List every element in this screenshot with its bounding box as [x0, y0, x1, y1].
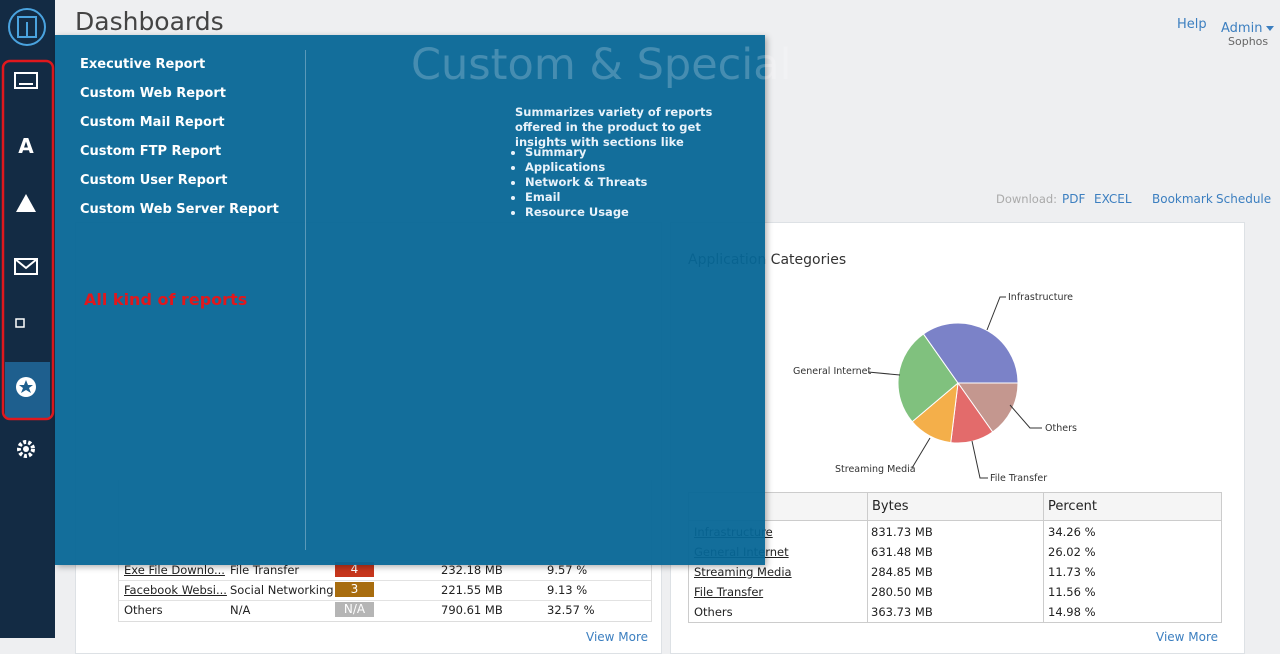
schedule-link[interactable]: Schedule [1216, 192, 1272, 206]
menu-heading: Custom & Special [411, 40, 792, 90]
sidebar: A [0, 0, 55, 638]
caret [1266, 26, 1275, 31]
table-cell: Social Networking [230, 583, 334, 597]
table-cell: 9.13 % [547, 583, 588, 597]
app-name: Others [124, 603, 163, 617]
severity-badge: 3 [335, 582, 374, 597]
user-menu[interactable]: Admin [1221, 17, 1275, 36]
pie-label: Streaming Media [835, 464, 916, 475]
severity-badge: 4 [335, 562, 374, 577]
download-label: Download: [996, 192, 1058, 206]
menu-item[interactable]: Custom Web Server Report [80, 202, 279, 217]
header-row [689, 493, 1221, 521]
table-cell: 11.56 % [1048, 585, 1096, 599]
category-name[interactable]: Streaming Media [694, 565, 792, 579]
bullet: Applications [525, 160, 647, 174]
menu-item[interactable]: Custom FTP Report [80, 144, 222, 159]
bullet-list: SummaryApplicationsNetwork & ThreatsEmai… [505, 145, 647, 220]
user-name[interactable]: Admin [1221, 21, 1263, 36]
page: A Dashboards Help Admin Sophos Download:… [0, 0, 1280, 638]
table-cell: 631.48 MB [871, 545, 933, 559]
excel-link[interactable]: EXCEL [1094, 192, 1132, 206]
category-name[interactable]: File Transfer [694, 585, 764, 599]
severity-badge: N/A [335, 602, 374, 617]
menu-item[interactable]: Custom User Report [80, 173, 228, 188]
pie-label: Others [1045, 423, 1077, 434]
view-more-link[interactable]: View More [1156, 630, 1219, 644]
table-cell: 26.02 % [1048, 545, 1096, 559]
pie-label: General Internet [793, 366, 871, 377]
table-cell: 790.61 MB [441, 603, 503, 617]
pdf-link[interactable]: PDF [1062, 192, 1086, 206]
category-name: Others [694, 605, 733, 619]
table-cell: 284.85 MB [871, 565, 933, 579]
table-cell: N/A [230, 603, 251, 617]
row-line [119, 580, 651, 581]
bullet: Summary [525, 145, 647, 159]
bullet: Resource Usage [525, 205, 647, 219]
pie-label: File Transfer [990, 473, 1047, 484]
pie-slice [922, 322, 1019, 384]
svg-text:A: A [18, 134, 34, 158]
table-cell: 34.26 % [1048, 525, 1096, 539]
table-cell: File Transfer [230, 563, 300, 577]
bookmark-link[interactable]: Bookmark [1152, 192, 1213, 206]
right-table: BytesPercentInfrastructure831.73 MB34.26… [688, 492, 1222, 623]
table-cell: 232.18 MB [441, 563, 503, 577]
menu-item[interactable]: Executive Report [80, 57, 206, 72]
column-header: Percent [1048, 499, 1097, 514]
org-name: Sophos [1228, 35, 1269, 48]
row-line [119, 600, 651, 601]
table-cell: 32.57 % [547, 603, 595, 617]
column-line [1043, 493, 1044, 622]
table-cell: 11.73 % [1048, 565, 1096, 579]
divider [305, 50, 306, 550]
table-cell: 221.55 MB [441, 583, 503, 597]
table-cell: 363.73 MB [871, 605, 933, 619]
page-title: Dashboards [75, 7, 224, 36]
help-link[interactable]: Help [1177, 17, 1207, 32]
table-cell: 9.57 % [547, 563, 588, 577]
bullet: Network & Threats [525, 175, 647, 189]
menu-item[interactable]: Custom Web Report [80, 86, 226, 101]
column-header: Bytes [872, 499, 909, 514]
app-name[interactable]: Facebook Websi... [124, 583, 227, 597]
sidebar-icons: A [1, 8, 55, 458]
annotation: All kind of reports [84, 290, 248, 309]
table-cell: 280.50 MB [871, 585, 933, 599]
column-line [867, 493, 868, 622]
table-cell: 14.98 % [1048, 605, 1096, 619]
pie-label: Infrastructure [1008, 292, 1073, 303]
table-cell: 831.73 MB [871, 525, 933, 539]
reports-menu: Executive Report Custom Web Report Custom … [55, 35, 792, 565]
menu-item[interactable]: Custom Mail Report [80, 115, 225, 130]
menu-description: Summarizes variety of reports offered in… [515, 105, 713, 149]
bullet: Email [525, 190, 647, 204]
pie-chart: Infrastructure General Internet Streamin… [793, 292, 1077, 484]
app-name[interactable]: Exe File Downlo... [124, 563, 225, 577]
view-more-link[interactable]: View More [586, 630, 649, 644]
pie-slice [957, 382, 1019, 433]
